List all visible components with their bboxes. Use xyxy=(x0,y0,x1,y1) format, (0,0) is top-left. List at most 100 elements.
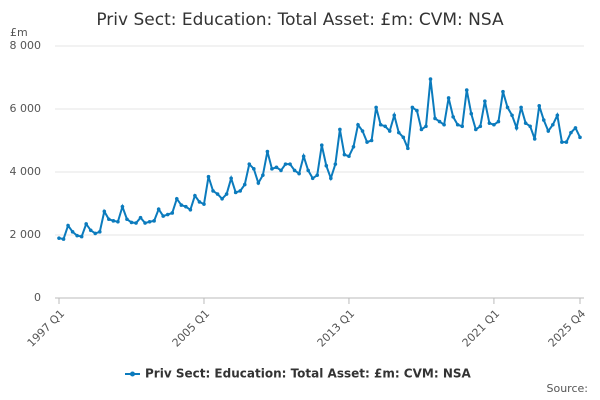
point xyxy=(84,222,88,226)
point xyxy=(283,162,288,166)
point xyxy=(501,89,505,94)
y-tick-label: 6 000 xyxy=(10,102,42,115)
x-tick-label: 2005 Q1 xyxy=(170,307,213,350)
point xyxy=(469,111,474,116)
point xyxy=(406,146,410,151)
point xyxy=(229,176,233,181)
point xyxy=(324,163,329,168)
point xyxy=(111,219,116,223)
point xyxy=(306,168,310,173)
point xyxy=(66,223,70,228)
point xyxy=(474,127,478,132)
point xyxy=(301,154,306,159)
point xyxy=(492,122,496,127)
point xyxy=(161,214,165,218)
point xyxy=(446,96,451,100)
point xyxy=(193,193,197,198)
y-tick-label: 8 000 xyxy=(10,39,42,52)
point xyxy=(233,190,238,195)
point xyxy=(188,208,193,212)
point xyxy=(451,115,455,119)
point xyxy=(551,122,555,127)
point xyxy=(174,196,179,201)
point xyxy=(107,217,111,222)
point xyxy=(116,219,120,224)
point xyxy=(396,130,401,135)
chart-title: Priv Sect: Education: Total Asset: £m: C… xyxy=(96,10,504,30)
point xyxy=(270,167,274,171)
point xyxy=(496,119,501,124)
point xyxy=(478,124,483,129)
point xyxy=(256,181,261,185)
point xyxy=(265,149,270,154)
y-tick-label: 0 xyxy=(34,291,41,304)
point xyxy=(560,140,564,144)
point xyxy=(387,129,392,133)
point xyxy=(310,176,315,181)
point xyxy=(184,204,188,209)
point xyxy=(319,143,324,148)
point xyxy=(261,173,265,177)
point xyxy=(220,196,224,201)
x-tick-label: 2013 Q1 xyxy=(315,307,358,350)
point xyxy=(202,202,206,206)
point xyxy=(147,219,152,224)
point xyxy=(206,174,211,179)
point xyxy=(288,162,292,166)
point xyxy=(61,237,66,241)
x-tick-label: 1997 Q1 xyxy=(25,307,68,350)
point xyxy=(197,200,202,204)
y-unit: £m xyxy=(10,26,28,39)
point xyxy=(464,88,469,92)
point xyxy=(274,165,279,170)
point xyxy=(125,217,129,222)
point xyxy=(292,168,297,173)
point xyxy=(523,121,528,125)
point xyxy=(415,108,419,113)
point xyxy=(383,124,387,129)
point xyxy=(401,135,406,140)
point xyxy=(378,122,383,127)
point xyxy=(351,145,356,149)
series-line xyxy=(58,78,581,241)
point xyxy=(102,209,107,214)
point xyxy=(120,204,125,209)
point xyxy=(333,162,338,166)
point xyxy=(143,221,147,225)
point xyxy=(424,124,428,129)
point xyxy=(455,122,460,127)
point xyxy=(347,154,351,159)
point xyxy=(419,127,424,132)
point xyxy=(437,119,442,124)
point xyxy=(238,189,243,193)
point xyxy=(156,207,161,211)
point xyxy=(165,212,170,217)
point xyxy=(532,137,537,141)
point xyxy=(514,126,519,130)
point xyxy=(279,168,283,173)
point xyxy=(442,122,446,127)
point xyxy=(297,171,301,176)
point xyxy=(224,192,229,196)
y-tick-label: 4 000 xyxy=(10,165,42,178)
point xyxy=(134,221,138,225)
point xyxy=(356,122,360,127)
point xyxy=(315,173,320,177)
point xyxy=(329,176,333,181)
point xyxy=(510,113,514,118)
point xyxy=(129,220,134,225)
point xyxy=(252,167,256,171)
point xyxy=(215,192,220,196)
point xyxy=(374,105,378,110)
legend-marker xyxy=(130,371,135,377)
point xyxy=(93,231,98,236)
source: Source: xyxy=(547,382,589,395)
point xyxy=(569,130,573,135)
point xyxy=(342,152,347,157)
point xyxy=(578,135,582,140)
point xyxy=(365,140,369,144)
point xyxy=(242,182,247,187)
point xyxy=(88,228,93,233)
point xyxy=(170,211,175,215)
